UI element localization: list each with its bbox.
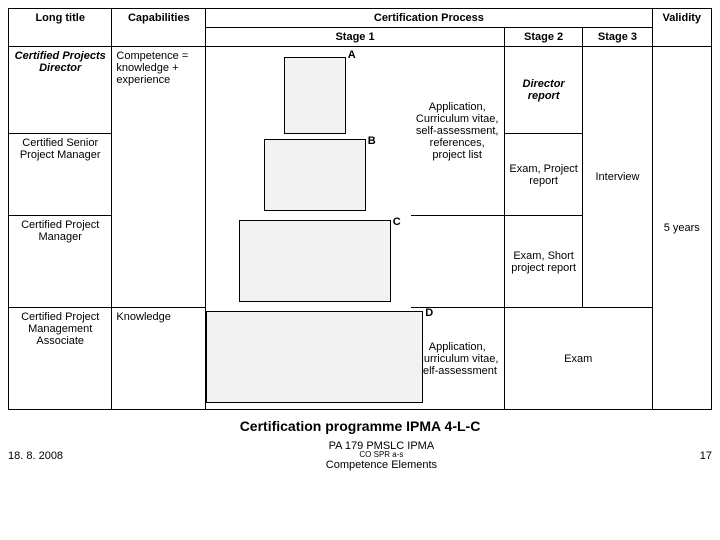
- title-b: Certified Senior Project Manager: [9, 134, 112, 216]
- stage1-ab: Application, Curriculum vitae, self-asse…: [411, 47, 505, 216]
- hdr-stage2: Stage 2: [504, 28, 583, 47]
- title-c: Certified Project Manager: [9, 216, 112, 308]
- stage3-abc: Interview: [583, 47, 652, 308]
- footer-line2: Competence Elements: [63, 459, 700, 471]
- stage2-a: Director report: [504, 47, 583, 134]
- cap-a: Competence = knowledge + experience: [112, 47, 206, 308]
- header-row-1: Long title Capabilities Certification Pr…: [9, 9, 712, 28]
- stage2-b: Exam, Project report: [504, 134, 583, 216]
- hdr-stage1: Stage 1: [206, 28, 505, 47]
- hdr-capabilities: Capabilities: [112, 9, 206, 47]
- pyramid-box-d: [206, 311, 423, 403]
- stage2-d: Exam: [504, 308, 652, 410]
- letter-c: C: [393, 216, 401, 228]
- pyramid-box-b: [264, 139, 366, 211]
- pyramid-box-c: [239, 220, 391, 302]
- title-a: Certified Projects Director: [9, 47, 112, 134]
- hdr-validity: Validity: [652, 9, 711, 47]
- footer-date: 18. 8. 2008: [8, 450, 63, 462]
- program-title: Certification programme IPMA 4-L-C: [8, 418, 712, 434]
- letter-a: A: [348, 49, 356, 61]
- validity: 5 years: [652, 47, 711, 410]
- hdr-cert-process: Certification Process: [206, 9, 652, 28]
- letter-b: B: [368, 135, 376, 147]
- footer-page: 17: [700, 450, 712, 462]
- footer: 18. 8. 2008 PA 179 PMSLC IPMA CO SPR a-s…: [8, 440, 712, 471]
- hdr-long-title: Long title: [9, 9, 112, 47]
- title-d: Certified Project Management Associate: [9, 308, 112, 410]
- row-a: Certified Projects Director Competence =…: [9, 47, 712, 134]
- stage2-c: Exam, Short project report: [504, 216, 583, 308]
- pyramid-box-a: [284, 57, 346, 134]
- stage1-d: Application, Curriculum vitae, self-asse…: [411, 308, 505, 410]
- hdr-stage3: Stage 3: [583, 28, 652, 47]
- cert-table: Long title Capabilities Certification Pr…: [8, 8, 712, 410]
- cap-d: Knowledge: [112, 308, 206, 410]
- letter-d: D: [425, 307, 433, 319]
- footer-small: CO SPR a-s: [63, 450, 700, 459]
